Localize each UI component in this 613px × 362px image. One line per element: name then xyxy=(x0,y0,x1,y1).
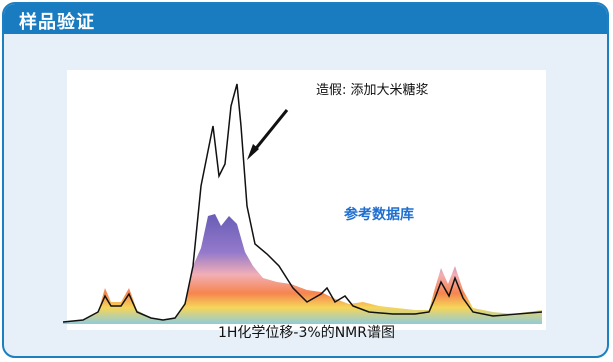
card-title: 样品验证 xyxy=(19,12,95,33)
adulterated-spectrum-line xyxy=(63,83,542,323)
arrow-head-icon xyxy=(247,144,259,160)
reference-database-label: 参考数据库 xyxy=(344,206,414,223)
nmr-spectrum-chart: 造假: 添加大米糖浆 参考数据库 xyxy=(63,82,542,324)
card-header: 样品验证 xyxy=(4,4,607,34)
chart-caption: 1H化学位移-3%的NMR谱图 xyxy=(218,325,395,341)
chart-panel xyxy=(67,70,546,330)
annotation-arrow xyxy=(251,109,289,153)
reference-spectrum-band xyxy=(63,214,542,324)
annotation-label: 造假: 添加大米糖浆 xyxy=(316,82,429,98)
